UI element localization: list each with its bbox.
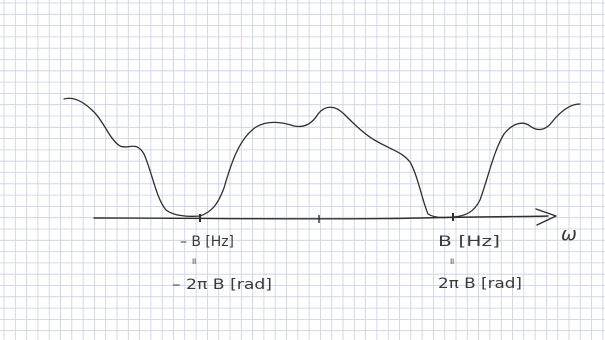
label-minus-2pib-rad: – 2π B [rad] (172, 277, 272, 293)
label-minus-b-hz: – B [Hz] (180, 234, 234, 250)
label-plus-b-equiv: ॥ (449, 257, 454, 267)
spectrum-center-lobe (199, 106, 454, 219)
label-minus-b-equiv: ॥ (191, 257, 196, 267)
frequency-axis (93, 215, 549, 220)
label-plus-2pib-rad: 2π B [rad] (438, 276, 522, 292)
axis-label-omega: ω (561, 223, 577, 245)
spectrum-right-lobe (452, 103, 581, 218)
spectrum-left-lobe (63, 97, 201, 217)
label-plus-b-hz: B [Hz] (438, 234, 500, 250)
axis-arrowhead (535, 208, 557, 226)
